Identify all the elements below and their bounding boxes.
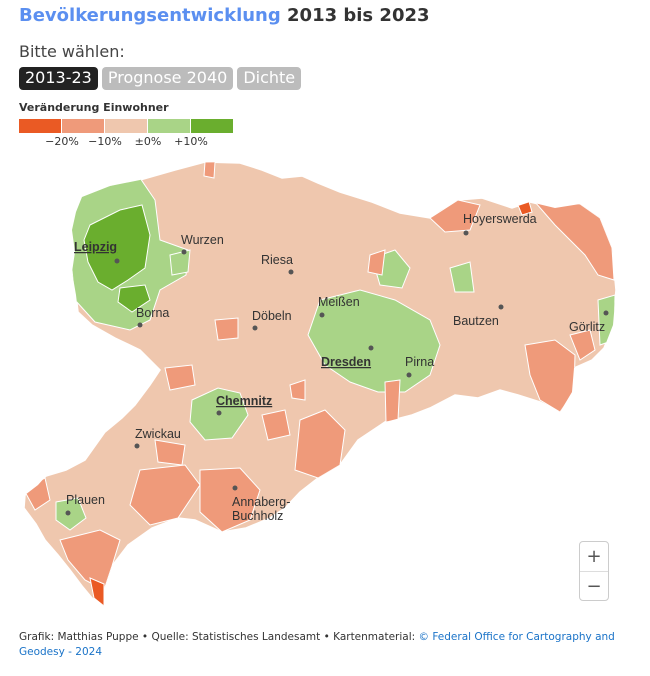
city-markers: [65, 230, 609, 516]
zoom-control: + −: [579, 541, 609, 601]
region-hoyerswerda-east[interactable]: [533, 201, 615, 281]
saxony-choropleth-map[interactable]: Leipzig Wurzen Riesa Hoyerswerda Borna D…: [0, 150, 650, 620]
selection-prompt: Bitte wählen:: [19, 42, 125, 61]
region-leipzig-city[interactable]: [83, 204, 151, 291]
city-dot-zwickau: [134, 443, 140, 449]
region-markkleeberg[interactable]: [117, 284, 151, 313]
region-doebeln-west[interactable]: [214, 317, 239, 341]
region-erzgebirge-west[interactable]: [129, 464, 201, 526]
region-dresden-surroundings[interactable]: [307, 289, 441, 393]
legend-title: Veränderung Einwohner: [19, 101, 169, 114]
city-dot-wurzen: [181, 249, 187, 255]
city-dot-hoyerswerda: [463, 230, 469, 236]
legend-tick: −20%: [45, 135, 79, 148]
zoom-in-button[interactable]: +: [586, 546, 602, 567]
legend-swatch-minus-20: [19, 119, 61, 133]
city-label-annaberg: Annaberg-: [232, 495, 290, 509]
city-label-goerlitz: Görlitz: [569, 320, 605, 334]
region-kamenz[interactable]: [367, 249, 386, 276]
region-zittau[interactable]: [524, 339, 576, 413]
region-annaberg[interactable]: [261, 409, 291, 441]
city-label-borna: Borna: [136, 306, 169, 320]
legend-ticks: −20% −10% ±0% +10%: [0, 135, 260, 149]
title-rest: 2013 bis 2023: [280, 5, 430, 26]
city-label-doebeln: Döbeln: [252, 309, 292, 323]
legend-swatch-plus-10: [148, 119, 190, 133]
legend-color-scale: [19, 119, 233, 133]
credits-text: Grafik: Matthias Puppe • Quelle: Statist…: [19, 631, 419, 643]
city-label-buchholz: Buchholz: [232, 509, 283, 523]
legend-tick: +10%: [174, 135, 208, 148]
city-dot-riesa: [288, 269, 294, 275]
tab-dichte[interactable]: Dichte: [237, 67, 302, 90]
city-label-hoyerswerda: Hoyerswerda: [463, 212, 537, 226]
credits-footer: Grafik: Matthias Puppe • Quelle: Statist…: [19, 630, 619, 660]
legend-swatch-zero: [105, 119, 147, 133]
city-label-wurzen: Wurzen: [181, 233, 224, 247]
tab-prognose-2040[interactable]: Prognose 2040: [101, 67, 234, 90]
region-vogtland-south[interactable]: [59, 529, 121, 591]
title-highlight: Bevölkerungsentwicklung: [19, 5, 281, 26]
city-label-pirna: Pirna: [405, 355, 434, 369]
city-label-plauen: Plauen: [66, 493, 105, 507]
city-label-meissen: Meißen: [318, 295, 360, 309]
view-tabs: 2013-23 Prognose 2040 Dichte: [19, 67, 302, 90]
region-freiberg-south[interactable]: [289, 379, 306, 401]
legend-tick: −10%: [88, 135, 122, 148]
legend-swatch-minus-10: [62, 119, 104, 133]
region-zwickau-south[interactable]: [154, 439, 186, 466]
region-wurzen-south[interactable]: [169, 249, 191, 276]
region-erzgebirge-center[interactable]: [199, 467, 261, 533]
city-label-dresden[interactable]: Dresden: [321, 355, 371, 369]
city-label-chemnitz[interactable]: Chemnitz: [216, 394, 272, 408]
tab-2013-23[interactable]: 2013-23: [19, 67, 98, 90]
credits-link[interactable]: © Federal Office for Cartography and Geo…: [19, 631, 615, 658]
city-label-zwickau: Zwickau: [135, 427, 181, 441]
region-plauen[interactable]: [55, 497, 87, 531]
city-dot-bautzen: [498, 304, 504, 310]
city-dot-leipzig: [114, 258, 120, 264]
city-dot-goerlitz: [603, 310, 609, 316]
region-bautzen-west[interactable]: [449, 261, 475, 293]
city-dot-doebeln: [252, 325, 258, 331]
region-pirna-east[interactable]: [384, 379, 401, 423]
region-oschatz[interactable]: [203, 162, 216, 179]
region-mittweida[interactable]: [164, 364, 196, 391]
chart-title: Bevölkerungsentwicklung 2013 bis 2023: [19, 5, 430, 26]
city-label-leipzig[interactable]: Leipzig: [74, 240, 117, 254]
region-erzgebirge-east[interactable]: [294, 409, 346, 479]
city-dot-dresden: [368, 345, 374, 351]
region-upper-lusatia-south[interactable]: [569, 329, 596, 361]
city-dot-pirna: [406, 372, 412, 378]
city-dot-borna: [137, 322, 143, 328]
legend-tick: ±0%: [134, 135, 162, 148]
city-dot-plauen: [65, 510, 71, 516]
city-dot-chemnitz: [216, 410, 222, 416]
region-vogtland-tip[interactable]: [89, 577, 105, 606]
region-lusatia-north[interactable]: [429, 199, 481, 233]
city-label-riesa: Riesa: [261, 253, 293, 267]
legend-swatch-plus-20: [191, 119, 233, 133]
city-label-bautzen: Bautzen: [453, 314, 499, 328]
zoom-out-button[interactable]: −: [580, 571, 608, 600]
city-dot-meissen: [319, 312, 325, 318]
city-dot-annaberg: [232, 485, 238, 491]
